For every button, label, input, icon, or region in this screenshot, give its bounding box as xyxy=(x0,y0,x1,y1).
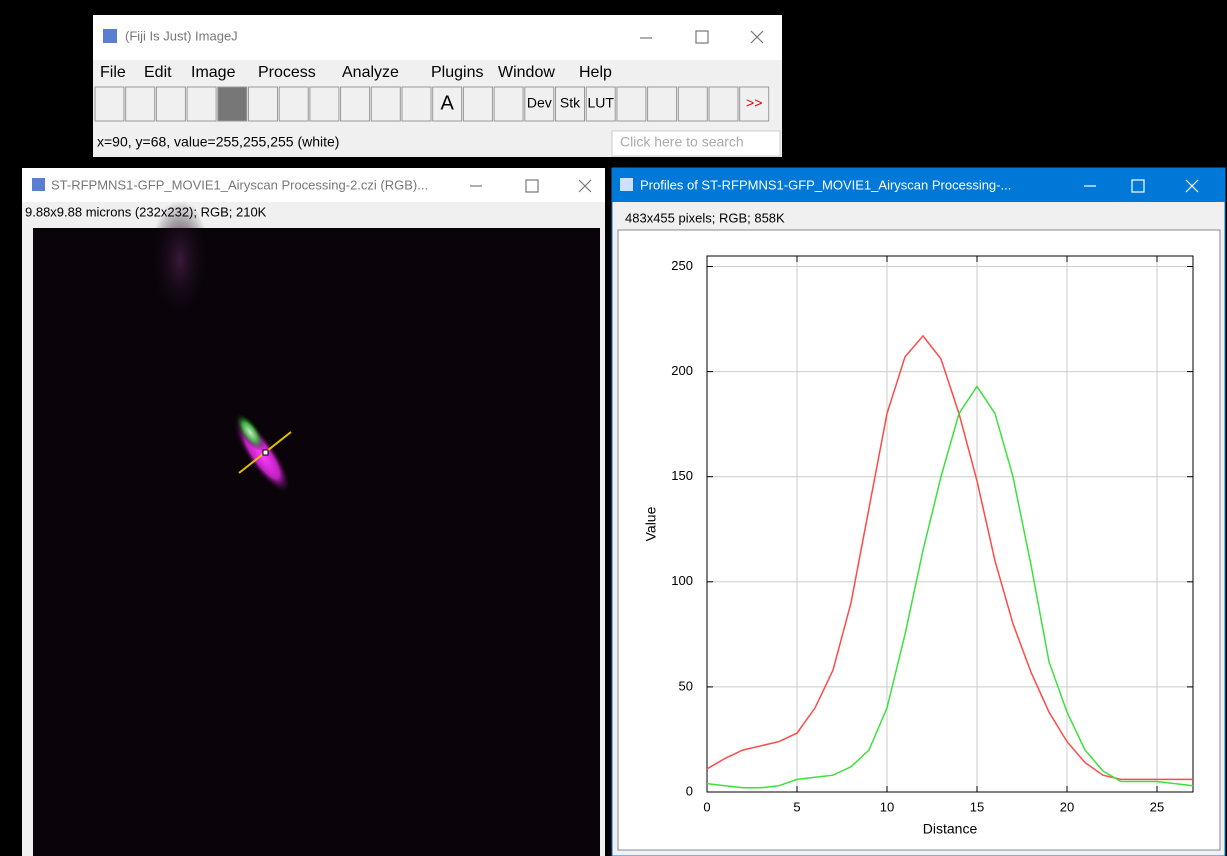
tool-label[interactable]: A xyxy=(441,92,455,114)
profile-line xyxy=(706,384,1194,789)
app-icon xyxy=(620,178,633,191)
tool-button[interactable] xyxy=(155,86,186,122)
x-tick-label: 0 xyxy=(703,799,710,814)
tool-button[interactable] xyxy=(555,86,585,122)
tool-button[interactable] xyxy=(248,86,278,122)
tool-button[interactable] xyxy=(647,86,678,122)
x-tick-label: 10 xyxy=(880,799,894,814)
window-controls[interactable] xyxy=(470,179,592,193)
y-tick-label: 100 xyxy=(671,573,693,588)
title-bar xyxy=(612,168,1225,202)
selection-handle[interactable] xyxy=(262,449,269,456)
tool-button[interactable] xyxy=(278,86,309,122)
image-haze xyxy=(150,200,210,320)
menu-item[interactable]: File xyxy=(100,64,126,81)
y-tick-label: 250 xyxy=(671,258,693,273)
plot-info: 483x455 pixels; RGB; 858K xyxy=(625,210,785,225)
search-placeholder[interactable]: Click here to search xyxy=(620,134,744,150)
tool-label[interactable]: Stk xyxy=(560,95,581,111)
y-tick-label: 50 xyxy=(679,678,693,693)
tool-button[interactable] xyxy=(524,86,555,122)
window-title: Profiles of ST-RFPMNS1-GFP_MOVIE1_Airysc… xyxy=(640,177,1011,192)
x-axis-label: Distance xyxy=(923,821,978,837)
tool-label[interactable]: Dev xyxy=(527,95,552,111)
app-icon xyxy=(103,29,117,43)
tool-button[interactable] xyxy=(340,86,371,122)
search-box[interactable] xyxy=(611,130,781,157)
tool-button[interactable] xyxy=(94,86,125,122)
title-bar xyxy=(93,15,782,60)
menu-item[interactable]: Image xyxy=(191,64,236,81)
menu-item[interactable]: Process xyxy=(258,64,316,81)
tool-button[interactable] xyxy=(493,86,524,122)
cell-signal xyxy=(235,413,265,451)
menu-item[interactable]: Edit xyxy=(144,64,172,81)
tool-button[interactable] xyxy=(677,86,708,122)
title-bar xyxy=(22,168,605,202)
tool-label[interactable]: >> xyxy=(746,95,762,111)
menu-item[interactable]: Plugins xyxy=(431,64,483,81)
window-title: (Fiji Is Just) ImageJ xyxy=(125,28,238,43)
tool-button[interactable] xyxy=(462,86,493,122)
tool-button[interactable] xyxy=(370,86,401,122)
plot-canvas xyxy=(617,229,1221,851)
tool-button[interactable] xyxy=(401,86,432,122)
window-controls[interactable] xyxy=(1084,179,1199,193)
menu-item[interactable]: Analyze xyxy=(342,64,399,81)
window-title: ST-RFPMNS1-GFP_MOVIE1_Airyscan Processin… xyxy=(51,177,428,192)
tool-button[interactable] xyxy=(739,86,770,122)
plot-frame xyxy=(706,255,1194,793)
y-axis-label: Value xyxy=(643,506,659,541)
tool-button[interactable] xyxy=(309,86,340,122)
tool-button[interactable] xyxy=(186,86,217,122)
menu-item[interactable]: Help xyxy=(579,64,612,81)
y-tick-label: 150 xyxy=(671,468,693,483)
menu-item[interactable]: Window xyxy=(498,64,555,81)
status-bar xyxy=(95,131,605,156)
x-tick-label: 25 xyxy=(1150,799,1164,814)
image-canvas[interactable] xyxy=(33,228,600,856)
status-text: x=90, y=68, value=255,255,255 (white) xyxy=(97,134,339,150)
tool-button[interactable] xyxy=(708,86,739,122)
tool-button[interactable] xyxy=(125,86,156,122)
tool-button[interactable] xyxy=(432,86,463,122)
x-tick-label: 15 xyxy=(970,799,984,814)
image-info: 9.88x9.88 microns (232x232); RGB; 210K xyxy=(25,204,267,219)
x-tick-label: 5 xyxy=(793,799,800,814)
profile-line xyxy=(706,334,1193,781)
app-icon xyxy=(32,178,45,191)
tool-button[interactable] xyxy=(616,86,647,122)
x-tick-label: 20 xyxy=(1060,799,1074,814)
y-tick-label: 200 xyxy=(671,363,693,378)
tool-label[interactable]: LUT xyxy=(587,95,614,111)
y-tick-label: 0 xyxy=(686,783,693,798)
tool-button[interactable] xyxy=(217,86,248,122)
window-controls[interactable] xyxy=(640,30,764,44)
tool-button[interactable] xyxy=(585,86,616,122)
